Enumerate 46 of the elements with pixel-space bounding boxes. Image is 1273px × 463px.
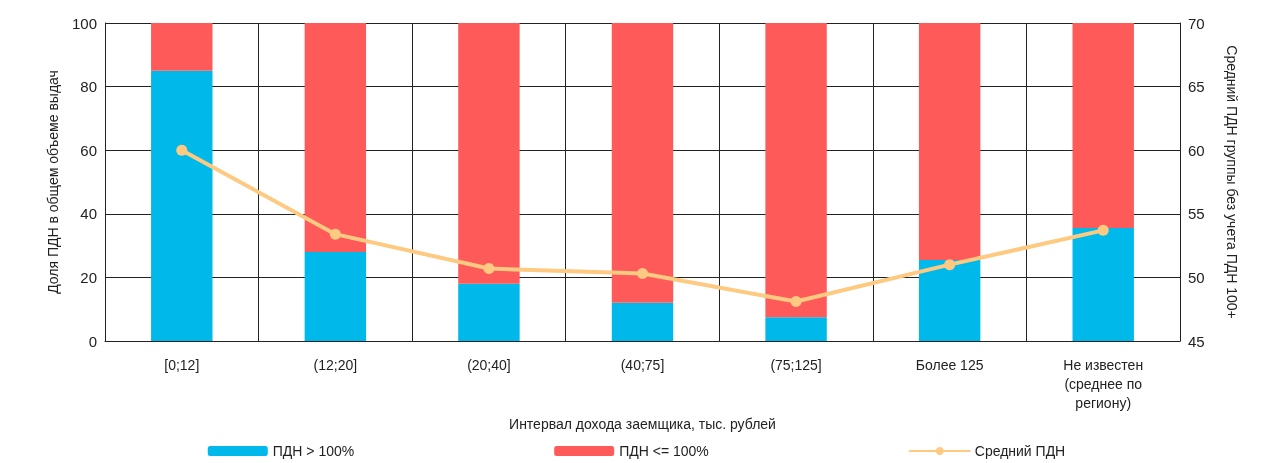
y2-tick-label: 55 bbox=[1188, 205, 1205, 223]
x-tick-label: Не известен (среднее по региону) bbox=[1063, 356, 1144, 411]
legend-label: ПДН <= 100% bbox=[619, 443, 709, 459]
x-axis-title: Интервал дохода заемщика, тыс. рублей bbox=[509, 415, 776, 432]
bar bbox=[1072, 228, 1134, 341]
point bbox=[790, 296, 802, 308]
y2-tick-label: 65 bbox=[1188, 78, 1205, 96]
y-tick-label: 20 bbox=[80, 268, 97, 286]
x-tick-label: (40;75] bbox=[620, 356, 665, 373]
bar bbox=[611, 23, 674, 303]
y-tick-label: 60 bbox=[80, 141, 97, 159]
bar bbox=[304, 23, 367, 252]
bar bbox=[918, 259, 981, 341]
bar bbox=[458, 283, 520, 341]
point bbox=[637, 268, 648, 280]
bar bbox=[151, 70, 213, 341]
bar bbox=[304, 251, 367, 341]
bar bbox=[918, 23, 981, 260]
point bbox=[329, 228, 341, 240]
point bbox=[1097, 224, 1109, 236]
y2-tick-label: 60 bbox=[1188, 141, 1205, 159]
point bbox=[944, 259, 956, 271]
y2-tick-label: 45 bbox=[1188, 332, 1205, 350]
legend-label: Средний ПДН bbox=[974, 443, 1066, 459]
bar bbox=[765, 23, 827, 318]
point bbox=[483, 263, 495, 274]
x-tick-label: Более 125 bbox=[915, 356, 984, 373]
point bbox=[176, 144, 188, 156]
x-tick-label: (75;125] bbox=[770, 356, 822, 373]
x-tick-label: [0;12] bbox=[164, 356, 200, 373]
x-tick-label: (12;20] bbox=[313, 356, 358, 373]
y-tick-label: 0 bbox=[88, 332, 97, 350]
y-axis-title: Доля ПДН в общем объеме выдач bbox=[45, 70, 61, 294]
bar bbox=[765, 317, 827, 341]
y-tick-label: 100 bbox=[71, 14, 97, 32]
bar bbox=[151, 23, 213, 71]
bar bbox=[458, 23, 520, 284]
x-tick-label: (20;40] bbox=[467, 356, 511, 373]
y2-tick-label: 50 bbox=[1188, 268, 1205, 286]
bar bbox=[1072, 23, 1134, 229]
y2-tick-label: 70 bbox=[1188, 14, 1205, 32]
y-tick-label: 40 bbox=[80, 205, 97, 223]
y2-axis-title: Средний ПДН группы без учета ПДН 100+ bbox=[1224, 45, 1240, 319]
legend-label: ПДН > 100% bbox=[272, 443, 355, 459]
y-tick-label: 80 bbox=[80, 78, 97, 96]
bar bbox=[611, 302, 674, 341]
